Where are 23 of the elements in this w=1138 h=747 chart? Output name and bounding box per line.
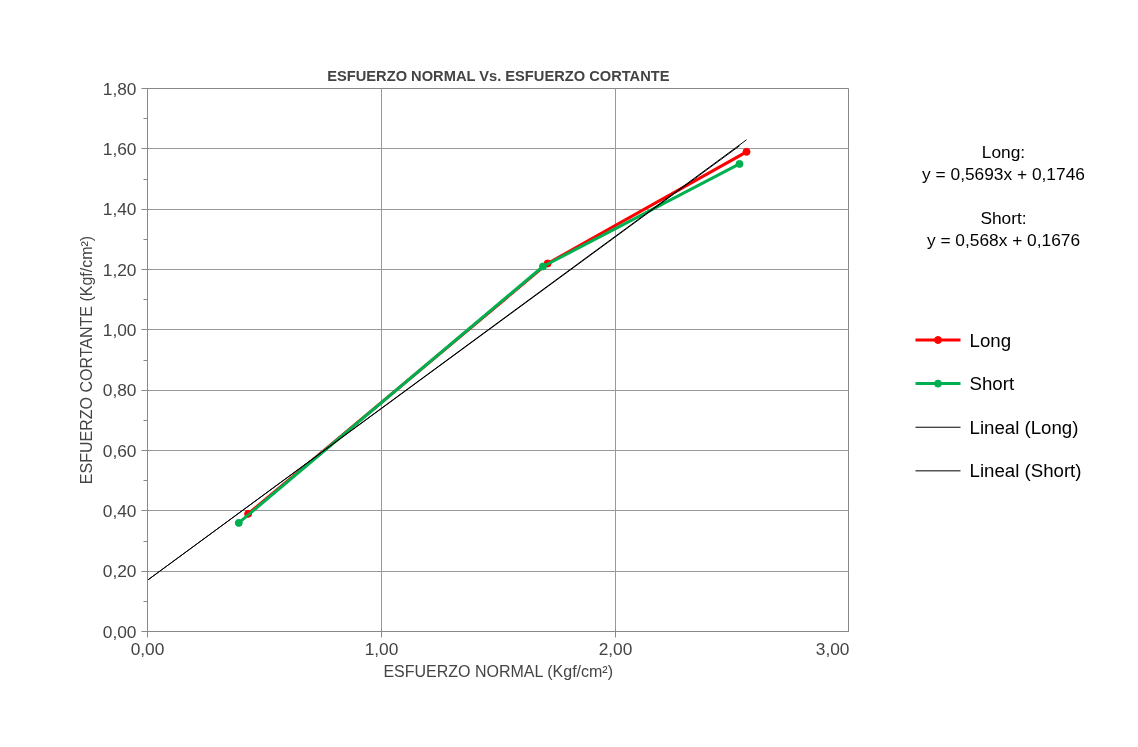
text: y = 0,568x + 0,1676	[926, 229, 1081, 250]
y-tick-label: 1,00	[102, 319, 137, 340]
y-tick-label: 1,60	[102, 138, 137, 159]
x-tick-label: 1,00	[364, 638, 399, 659]
text: Long:	[981, 142, 1026, 163]
legend-label: Short	[969, 373, 1015, 395]
x-axis-title: ESFUERZO NORMAL (Kgf/cm²)	[383, 662, 614, 680]
x-tick-label: 3,00	[815, 638, 850, 659]
chart-title: ESFUERZO NORMAL Vs. ESFUERZO CORTANTE	[327, 67, 670, 84]
y-tick-label: 1,80	[102, 78, 137, 99]
y-tick-label: 0,20	[102, 561, 137, 582]
y-tick-label: 0,60	[102, 440, 137, 461]
y-axis-title: ESFUERZO CORTANTE (Kgf/cm²)	[77, 235, 95, 485]
y-tick-label: 0,40	[102, 500, 137, 521]
text: Short:	[980, 207, 1027, 228]
x-tick-label: 2,00	[598, 638, 633, 659]
y-tick-label: 1,40	[102, 199, 137, 220]
legend-label: Long	[969, 329, 1012, 351]
y-tick-label: 0,80	[102, 380, 137, 401]
legend-label: Lineal (Short)	[969, 460, 1082, 482]
text: y = 0,5693x + 0,1746	[922, 164, 1085, 185]
legend-label: Lineal (Long)	[969, 416, 1079, 438]
y-tick-label: 1,20	[102, 259, 137, 280]
